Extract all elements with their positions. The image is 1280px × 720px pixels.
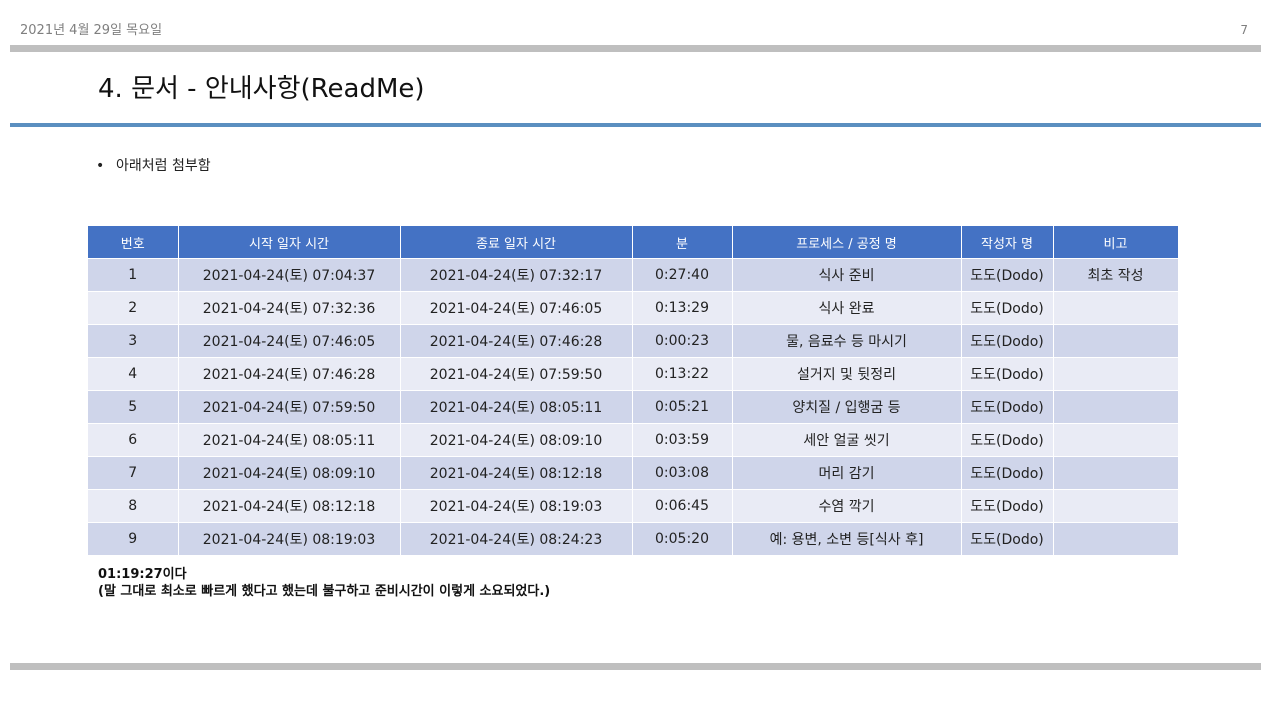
table-row: 2 2021-04-24(토) 07:32:36 2021-04-24(토) 0… (88, 291, 1179, 325)
header-author: 작성자 명 (961, 226, 1054, 259)
process-log-table: 번호 시작 일자 시간 종료 일자 시간 분 프로세스 / 공정 명 작성자 명… (88, 226, 1179, 555)
cell-duration: 0:13:22 (632, 357, 733, 391)
cell-start-time: 2021-04-24(토) 07:46:28 (178, 357, 401, 391)
cell-end-time: 2021-04-24(토) 08:19:03 (400, 489, 633, 523)
bottom-divider (10, 663, 1261, 670)
cell-number: 6 (88, 423, 179, 457)
cell-end-time: 2021-04-24(토) 07:59:50 (400, 357, 633, 391)
cell-duration: 0:00:23 (632, 324, 733, 358)
summary-comment: (말 그대로 최소로 빠르게 했다고 했는데 불구하고 준비시간이 이렇게 소요… (98, 584, 551, 599)
cell-process: 설거지 및 뒷정리 (732, 357, 962, 391)
cell-number: 9 (88, 522, 179, 555)
cell-author: 도도(Dodo) (961, 423, 1054, 457)
cell-author: 도도(Dodo) (961, 357, 1054, 391)
table-row: 3 2021-04-24(토) 07:46:05 2021-04-24(토) 0… (88, 324, 1179, 358)
cell-start-time: 2021-04-24(토) 08:09:10 (178, 456, 401, 490)
cell-start-time: 2021-04-24(토) 07:59:50 (178, 390, 401, 424)
cell-process: 세안 얼굴 씻기 (732, 423, 962, 457)
table-row: 9 2021-04-24(토) 08:19:03 2021-04-24(토) 0… (88, 522, 1179, 555)
cell-end-time: 2021-04-24(토) 08:05:11 (400, 390, 633, 424)
cell-duration: 0:27:40 (632, 258, 733, 292)
cell-process: 머리 감기 (732, 456, 962, 490)
cell-author: 도도(Dodo) (961, 324, 1054, 358)
cell-number: 8 (88, 489, 179, 523)
cell-remarks (1053, 390, 1179, 424)
cell-end-time: 2021-04-24(토) 07:46:05 (400, 291, 633, 325)
bullet-dot-icon: • (96, 158, 105, 174)
cell-start-time: 2021-04-24(토) 07:46:05 (178, 324, 401, 358)
cell-process: 식사 완료 (732, 291, 962, 325)
table-row: 1 2021-04-24(토) 07:04:37 2021-04-24(토) 0… (88, 258, 1179, 292)
cell-start-time: 2021-04-24(토) 08:12:18 (178, 489, 401, 523)
cell-duration: 0:13:29 (632, 291, 733, 325)
table-row: 4 2021-04-24(토) 07:46:28 2021-04-24(토) 0… (88, 357, 1179, 391)
cell-remarks (1053, 324, 1179, 358)
cell-remarks: 최초 작성 (1053, 258, 1179, 292)
cell-remarks (1053, 456, 1179, 490)
page-title: 4. 문서 - 안내사항(ReadMe) (98, 74, 425, 104)
cell-start-time: 2021-04-24(토) 08:05:11 (178, 423, 401, 457)
header-minutes: 분 (632, 226, 733, 259)
date-label: 2021년 4월 29일 목요일 (20, 23, 163, 38)
bullet-item: • 아래처럼 첨부함 (96, 155, 211, 175)
cell-duration: 0:03:08 (632, 456, 733, 490)
header-remarks: 비고 (1053, 226, 1179, 259)
cell-author: 도도(Dodo) (961, 291, 1054, 325)
cell-process: 물, 음료수 등 마시기 (732, 324, 962, 358)
header-number: 번호 (88, 226, 179, 259)
cell-duration: 0:03:59 (632, 423, 733, 457)
table-row: 5 2021-04-24(토) 07:59:50 2021-04-24(토) 0… (88, 390, 1179, 424)
bullet-text: 아래처럼 첨부함 (116, 158, 211, 174)
table-header-row: 번호 시작 일자 시간 종료 일자 시간 분 프로세스 / 공정 명 작성자 명… (88, 226, 1179, 259)
cell-end-time: 2021-04-24(토) 08:09:10 (400, 423, 633, 457)
top-divider (10, 45, 1261, 52)
table-row: 7 2021-04-24(토) 08:09:10 2021-04-24(토) 0… (88, 456, 1179, 490)
title-underline (10, 123, 1261, 127)
header-process-name: 프로세스 / 공정 명 (732, 226, 962, 259)
cell-author: 도도(Dodo) (961, 522, 1054, 555)
cell-process: 식사 준비 (732, 258, 962, 292)
cell-number: 1 (88, 258, 179, 292)
cell-author: 도도(Dodo) (961, 390, 1054, 424)
cell-number: 3 (88, 324, 179, 358)
cell-process: 예: 용변, 소변 등[식사 후] (732, 522, 962, 555)
cell-number: 5 (88, 390, 179, 424)
cell-number: 4 (88, 357, 179, 391)
header-start-time: 시작 일자 시간 (178, 226, 401, 259)
cell-process: 수염 깍기 (732, 489, 962, 523)
cell-end-time: 2021-04-24(토) 07:32:17 (400, 258, 633, 292)
cell-start-time: 2021-04-24(토) 07:04:37 (178, 258, 401, 292)
cell-start-time: 2021-04-24(토) 08:19:03 (178, 522, 401, 555)
cell-end-time: 2021-04-24(토) 08:24:23 (400, 522, 633, 555)
header-end-time: 종료 일자 시간 (400, 226, 633, 259)
table-row: 8 2021-04-24(토) 08:12:18 2021-04-24(토) 0… (88, 489, 1179, 523)
cell-remarks (1053, 489, 1179, 523)
cell-start-time: 2021-04-24(토) 07:32:36 (178, 291, 401, 325)
cell-end-time: 2021-04-24(토) 08:12:18 (400, 456, 633, 490)
cell-remarks (1053, 291, 1179, 325)
page-number: 7 (1240, 23, 1248, 37)
cell-end-time: 2021-04-24(토) 07:46:28 (400, 324, 633, 358)
cell-remarks (1053, 522, 1179, 555)
cell-process: 양치질 / 입행굼 등 (732, 390, 962, 424)
cell-author: 도도(Dodo) (961, 258, 1054, 292)
cell-duration: 0:06:45 (632, 489, 733, 523)
summary-note: 01:19:27이다 (말 그대로 최소로 빠르게 했다고 했는데 불구하고 준… (98, 566, 550, 600)
cell-duration: 0:05:21 (632, 390, 733, 424)
table-row: 6 2021-04-24(토) 08:05:11 2021-04-24(토) 0… (88, 423, 1179, 457)
cell-remarks (1053, 357, 1179, 391)
cell-remarks (1053, 423, 1179, 457)
summary-total: 01:19:27이다 (98, 567, 187, 582)
cell-author: 도도(Dodo) (961, 489, 1054, 523)
cell-number: 7 (88, 456, 179, 490)
cell-author: 도도(Dodo) (961, 456, 1054, 490)
cell-number: 2 (88, 291, 179, 325)
cell-duration: 0:05:20 (632, 522, 733, 555)
